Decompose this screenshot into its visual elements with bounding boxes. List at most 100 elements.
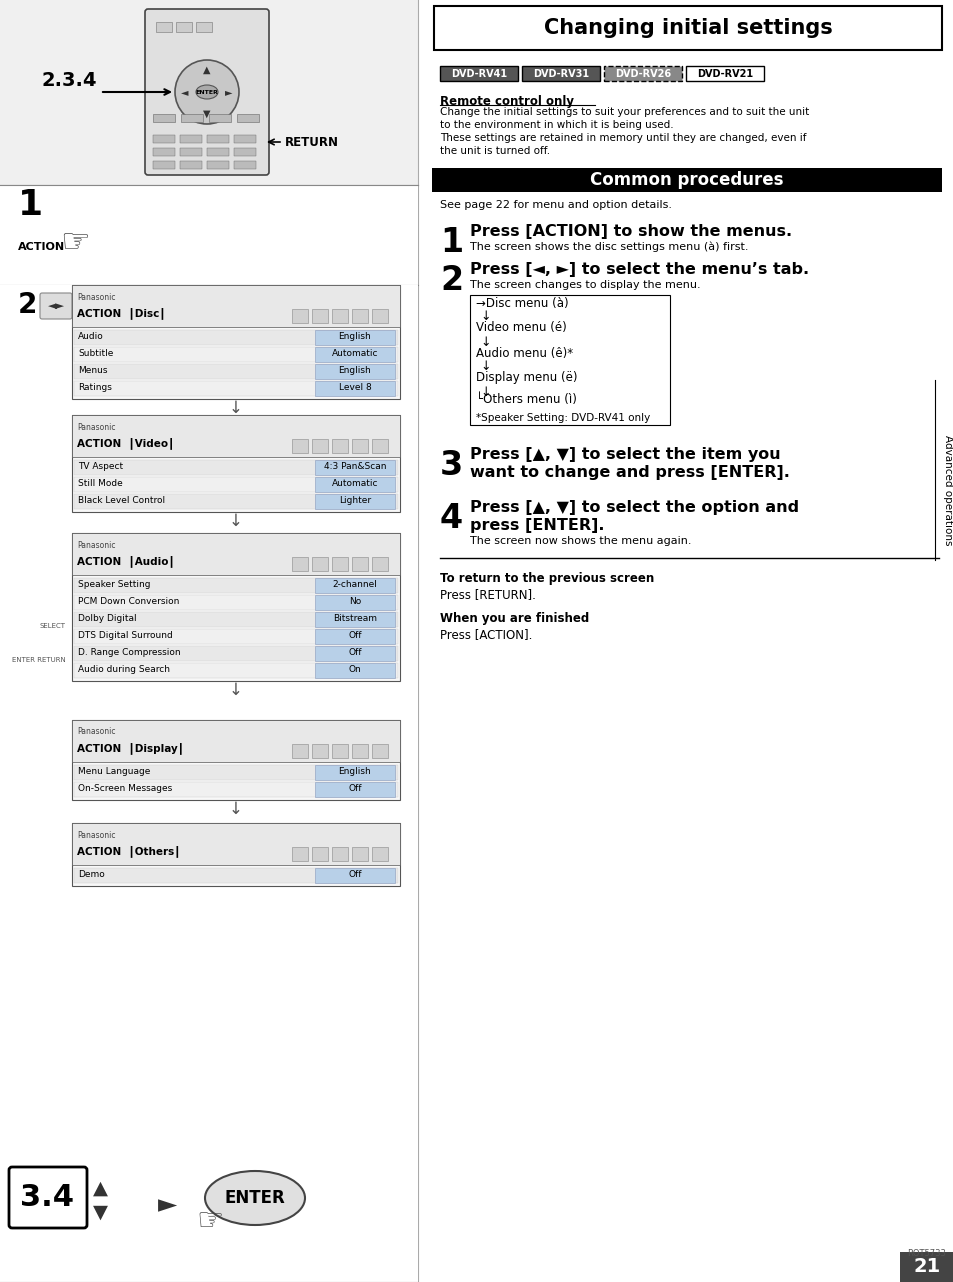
Bar	[0, 0, 417, 1282]
Bar	[180, 147, 202, 156]
Ellipse shape	[195, 85, 218, 99]
Text: ☞: ☞	[196, 1208, 223, 1237]
Text: ↓: ↓	[479, 386, 490, 399]
Text: want to change and press [ENTER].: want to change and press [ENTER].	[470, 465, 789, 479]
Text: Automatic: Automatic	[332, 479, 377, 488]
Text: See page 22 for menu and option details.: See page 22 for menu and option details.	[439, 200, 671, 210]
Bar	[156, 22, 172, 32]
Text: ACTION: ACTION	[18, 242, 65, 253]
FancyBboxPatch shape	[9, 1167, 87, 1228]
Text: English: English	[338, 365, 371, 376]
Bar	[152, 162, 174, 169]
Text: Remote control only: Remote control only	[439, 95, 574, 109]
Bar	[74, 646, 397, 662]
Bar	[74, 460, 397, 476]
Bar	[74, 868, 397, 883]
Text: Level 8: Level 8	[338, 383, 371, 392]
Text: ACTION  ┃Display┃: ACTION ┃Display┃	[77, 742, 184, 754]
Bar	[180, 135, 202, 144]
Bar	[71, 285, 399, 399]
Text: ►: ►	[158, 1194, 177, 1217]
Bar	[74, 364, 397, 379]
Text: 21: 21	[912, 1258, 940, 1277]
Bar	[152, 147, 174, 156]
Bar	[152, 135, 174, 144]
Text: ▲: ▲	[203, 65, 211, 76]
Bar	[152, 114, 174, 122]
Text: Changing initial settings: Changing initial settings	[543, 18, 832, 38]
Text: ☞: ☞	[60, 227, 90, 259]
Text: DVD-RV31: DVD-RV31	[533, 69, 588, 79]
Bar	[352, 438, 368, 453]
Text: 3: 3	[439, 449, 463, 482]
Text: Ratings: Ratings	[78, 383, 112, 392]
Text: SELECT: SELECT	[40, 623, 66, 629]
Bar	[352, 744, 368, 758]
Text: Advanced operations: Advanced operations	[942, 435, 952, 545]
Bar	[372, 309, 388, 323]
Text: ↓: ↓	[479, 336, 490, 349]
Bar	[314, 329, 395, 345]
Bar	[74, 629, 397, 644]
Bar	[74, 765, 397, 779]
Text: Panasonic: Panasonic	[77, 727, 115, 736]
Bar	[314, 477, 395, 492]
Text: DVD-RV26: DVD-RV26	[615, 69, 670, 79]
Text: 2.3.4: 2.3.4	[42, 71, 97, 90]
Bar	[332, 438, 348, 453]
Bar	[71, 415, 399, 456]
Bar	[603, 65, 681, 81]
Bar	[312, 556, 328, 570]
Text: Still Mode: Still Mode	[78, 479, 123, 488]
Bar	[74, 494, 397, 509]
Bar	[233, 147, 255, 156]
Bar	[352, 556, 368, 570]
Bar	[314, 765, 395, 779]
Text: Video menu (é): Video menu (é)	[476, 322, 566, 335]
Text: The screen changes to display the menu.: The screen changes to display the menu.	[470, 279, 700, 290]
Text: Dolby Digital: Dolby Digital	[78, 614, 136, 623]
Bar	[314, 663, 395, 678]
Bar	[470, 295, 669, 426]
Text: Lighter: Lighter	[338, 496, 371, 505]
Text: On-Screen Messages: On-Screen Messages	[78, 785, 172, 794]
Bar	[439, 65, 517, 81]
Bar	[74, 347, 397, 362]
Bar	[175, 22, 192, 32]
Text: ↓: ↓	[229, 512, 243, 529]
Text: Press [▲, ▼] to select the item you: Press [▲, ▼] to select the item you	[470, 447, 780, 462]
Bar	[71, 415, 399, 512]
Text: ►: ►	[225, 87, 233, 97]
Bar	[74, 578, 397, 594]
Text: Bitstream: Bitstream	[333, 614, 376, 623]
Bar	[74, 477, 397, 492]
Text: Press [▲, ▼] to select the option and: Press [▲, ▼] to select the option and	[470, 500, 799, 515]
Bar	[233, 162, 255, 169]
Bar	[0, 185, 417, 285]
Bar	[195, 22, 212, 32]
Text: ↓: ↓	[479, 310, 490, 323]
Bar	[372, 438, 388, 453]
Text: press [ENTER].: press [ENTER].	[470, 518, 604, 533]
Text: Press [RETURN].: Press [RETURN].	[439, 588, 536, 601]
Bar	[314, 646, 395, 662]
Text: The screen now shows the menu again.: The screen now shows the menu again.	[470, 536, 691, 546]
Text: Audio menu (ê)*: Audio menu (ê)*	[476, 346, 573, 359]
Bar	[312, 438, 328, 453]
Bar	[314, 347, 395, 362]
Bar	[71, 285, 399, 327]
Bar	[332, 744, 348, 758]
Text: →Disc menu (à): →Disc menu (à)	[476, 296, 568, 309]
Bar	[314, 364, 395, 379]
Bar	[0, 285, 417, 1282]
FancyBboxPatch shape	[145, 9, 269, 176]
Text: Panasonic: Panasonic	[77, 292, 115, 301]
Bar	[209, 114, 231, 122]
Text: Demo: Demo	[78, 870, 105, 879]
Text: ↓: ↓	[479, 360, 490, 373]
Bar	[332, 309, 348, 323]
Bar	[71, 823, 399, 865]
Text: ◄: ◄	[181, 87, 189, 97]
Text: ACTION  ┃Others┃: ACTION ┃Others┃	[77, 845, 180, 856]
Bar	[314, 782, 395, 797]
